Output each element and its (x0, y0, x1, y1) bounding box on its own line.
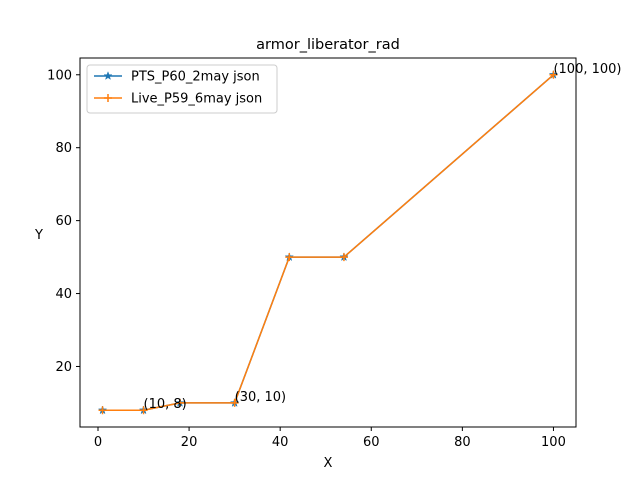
data-point (285, 253, 294, 262)
x-tick-label: 20 (181, 435, 198, 450)
legend: PTS_P60_2may json Live_P59_6may json (86, 64, 278, 114)
series-line (102, 74, 554, 411)
point-annotation: (100, 100) (553, 62, 621, 77)
y-tick-label: 60 (55, 214, 72, 229)
legend-swatch-marker (103, 71, 113, 81)
series-line (102, 74, 554, 411)
chart-title: armor_liberator_rad (256, 37, 400, 53)
legend-swatch-marker (104, 94, 112, 102)
axis-ticks: 0 20 40 60 80 100 20 40 60 80 100 (47, 68, 566, 450)
y-tick-label: 100 (47, 68, 72, 83)
y-tick-label: 40 (55, 287, 72, 302)
series-1 (97, 69, 559, 415)
point-annotation: (30, 10) (235, 390, 287, 405)
legend-label: Live_P59_6may json (131, 92, 262, 107)
x-tick-label: 100 (541, 435, 566, 450)
x-tick-label: 80 (454, 435, 471, 450)
legend-entry: Live_P59_6may json (94, 92, 262, 107)
axes-frame (79, 57, 577, 428)
y-axis-label: Y (34, 228, 43, 243)
series-2 (98, 70, 558, 415)
x-tick-label: 40 (272, 435, 289, 450)
x-tick-label: 0 (94, 435, 102, 450)
data-point (549, 70, 558, 79)
legend-box (86, 64, 278, 114)
plot-area: (10, 8) (30, 10) (100, 100) (97, 62, 622, 415)
x-tick-label: 60 (363, 435, 380, 450)
y-tick-label: 20 (55, 360, 72, 375)
data-point (175, 398, 184, 407)
data-point (230, 398, 239, 407)
data-point (339, 253, 348, 262)
data-point (98, 406, 107, 415)
point-annotation: (10, 8) (144, 397, 187, 412)
x-axis-label: X (324, 456, 333, 471)
legend-label: PTS_P60_2may json (131, 70, 260, 85)
legend-entry: PTS_P60_2may json (94, 70, 260, 85)
data-point (139, 406, 148, 415)
y-tick-label: 80 (55, 141, 72, 156)
